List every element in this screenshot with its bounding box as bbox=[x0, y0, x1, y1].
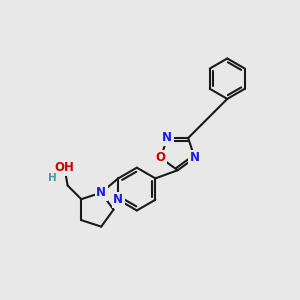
Text: OH: OH bbox=[55, 161, 74, 174]
Text: O: O bbox=[156, 152, 166, 164]
Text: N: N bbox=[162, 131, 172, 145]
Text: N: N bbox=[96, 186, 106, 199]
Text: H: H bbox=[48, 173, 57, 183]
Text: N: N bbox=[113, 193, 123, 206]
Text: N: N bbox=[190, 152, 200, 164]
